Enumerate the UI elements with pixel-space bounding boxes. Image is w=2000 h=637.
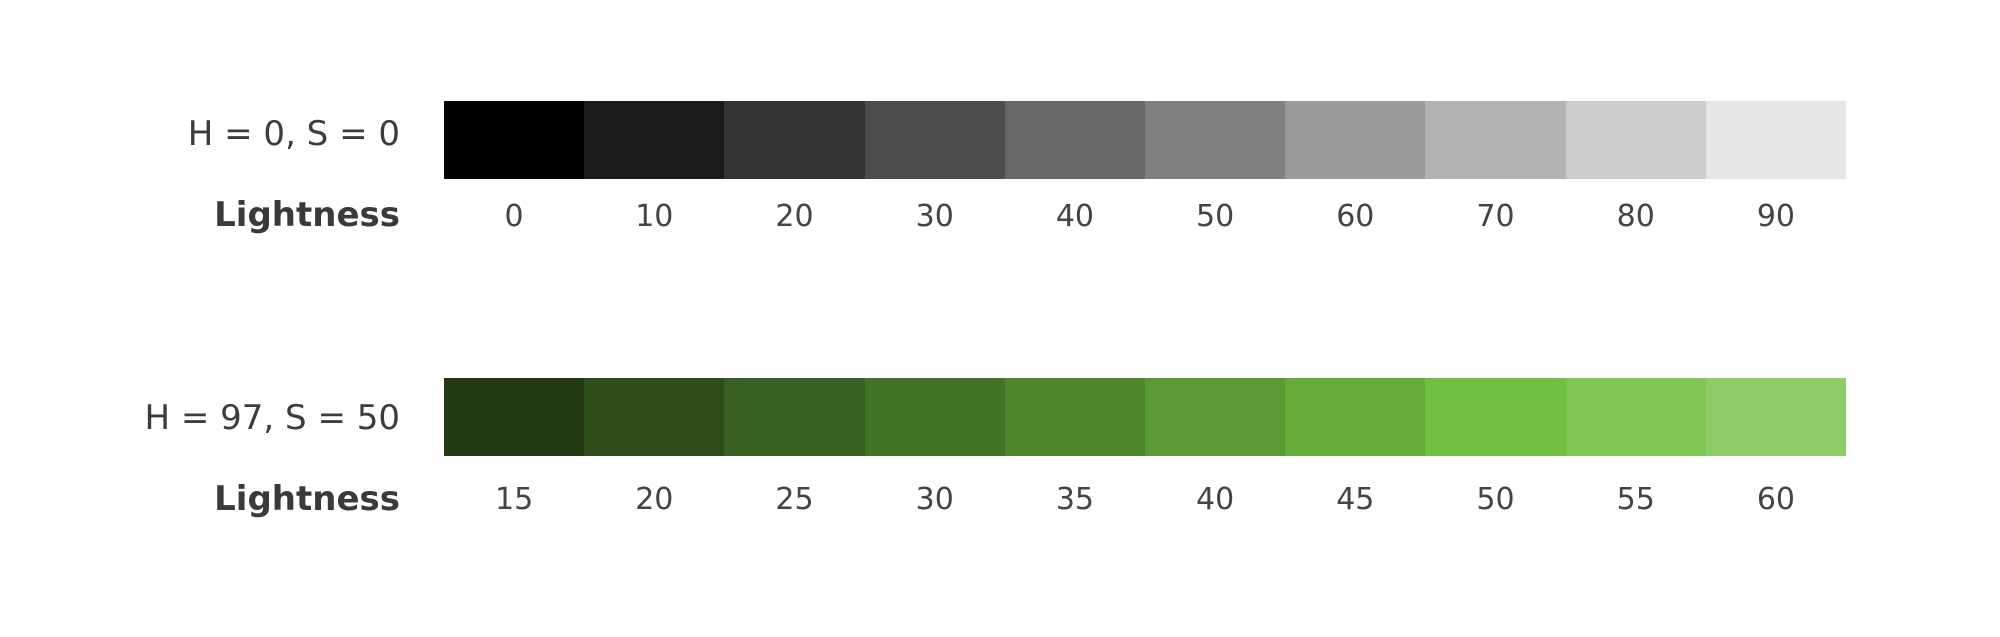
color-swatch [864,378,1005,456]
lightness-value: 50 [1196,199,1235,234]
lightness-value: 60 [1756,482,1796,517]
lightness-value: 80 [1616,199,1655,234]
color-swatch [1285,378,1426,456]
lightness-value: 60 [1336,199,1375,234]
color-swatch [1705,101,1847,179]
tick-row: 0 10 20 30 40 50 60 70 80 90 [444,197,1846,237]
color-swatch [1565,378,1706,456]
color-swatch [1145,101,1286,179]
color-swatch [1565,101,1706,179]
lightness-value: 15 [495,482,534,517]
lightness-value: 40 [1055,199,1094,234]
lightness-value: 40 [1196,482,1235,517]
lightness-value: 10 [635,199,674,234]
row-label: H = 97, S = 50 [144,398,401,438]
color-swatch [1145,378,1286,456]
color-swatch [1004,101,1146,179]
color-swatch [724,378,865,456]
lightness-label: Lightness [214,195,400,235]
lightness-value: 90 [1756,199,1796,234]
lightness-value: 25 [775,482,814,517]
color-swatch [864,101,1005,179]
lightness-value: 30 [915,199,954,234]
color-swatch [444,378,585,456]
color-swatch [444,101,585,179]
lightness-value: 70 [1476,199,1515,234]
lightness-value: 30 [915,482,954,517]
color-swatch [1425,101,1566,179]
tick-row: 15 20 25 30 35 40 45 50 55 60 [444,480,1846,520]
lightness-value: 50 [1476,482,1515,517]
color-strip [444,378,1847,456]
lightness-value: 0 [504,199,524,234]
color-swatch [1004,378,1146,456]
row-label: H = 0, S = 0 [187,114,400,154]
lightness-value: 20 [775,199,814,234]
lightness-value: 20 [635,482,674,517]
color-swatch [1285,101,1426,179]
color-swatch [1705,378,1847,456]
color-swatch [1425,378,1566,456]
color-strip [444,101,1847,179]
color-swatch [584,101,725,179]
color-swatch [724,101,865,179]
lightness-label: Lightness [214,479,400,519]
lightness-value: 55 [1616,482,1655,517]
color-swatch [584,378,725,456]
lightness-value: 35 [1055,482,1094,517]
lightness-value: 45 [1336,482,1375,517]
